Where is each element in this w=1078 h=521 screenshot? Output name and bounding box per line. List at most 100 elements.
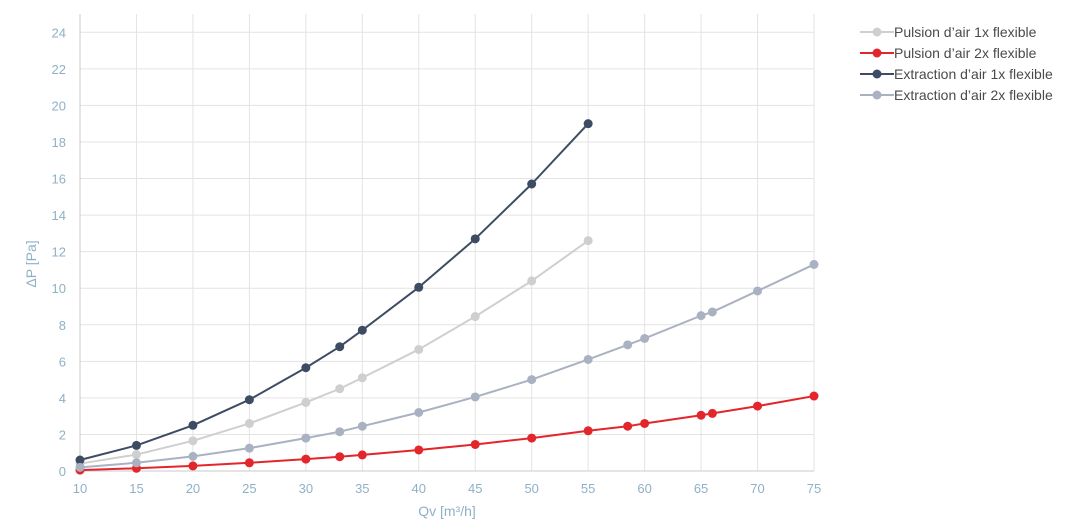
y-tick-label: 16 — [52, 172, 66, 187]
data-point[interactable] — [809, 259, 819, 269]
x-axis-label: Qv [m³/h] — [418, 503, 476, 519]
x-tick-label: 10 — [73, 481, 87, 496]
data-point[interactable] — [357, 373, 367, 383]
data-point[interactable] — [583, 236, 593, 246]
legend-label: Pulsion d’air 2x flexible — [894, 45, 1037, 61]
data-point[interactable] — [470, 439, 480, 449]
legend-label: Extraction d’air 1x flexible — [894, 66, 1053, 82]
data-point[interactable] — [414, 408, 424, 418]
data-point[interactable] — [131, 440, 141, 450]
data-point[interactable] — [640, 418, 650, 428]
data-point[interactable] — [335, 452, 345, 462]
x-tick-label: 75 — [807, 481, 821, 496]
x-tick-label: 35 — [355, 481, 369, 496]
series-4 — [75, 259, 819, 472]
data-point[interactable] — [623, 421, 633, 431]
x-tick-label: 20 — [186, 481, 200, 496]
data-point[interactable] — [809, 391, 819, 401]
series-line — [79, 122, 589, 461]
y-axis-label: ΔP [Pa] — [23, 240, 39, 287]
legend-item[interactable]: Extraction d’air 2x flexible — [860, 87, 1053, 103]
axes: 10 15 20 25 30 35 40 45 50 55 60 65 70 75024681012141… — [52, 14, 821, 496]
data-point[interactable] — [244, 395, 254, 405]
data-point[interactable] — [527, 433, 537, 443]
y-tick-label: 0 — [59, 464, 66, 479]
data-point[interactable] — [244, 418, 254, 428]
data-point[interactable] — [414, 445, 424, 455]
legend-marker — [872, 90, 882, 100]
series-group — [75, 119, 819, 475]
legend-item[interactable]: Pulsion d’air 2x flexible — [860, 45, 1037, 61]
y-tick-label: 4 — [59, 391, 66, 406]
data-point[interactable] — [301, 454, 311, 464]
legend-marker — [872, 48, 882, 58]
data-point[interactable] — [753, 286, 763, 296]
data-point[interactable] — [470, 392, 480, 402]
data-point[interactable] — [414, 282, 424, 292]
data-point[interactable] — [527, 179, 537, 189]
y-tick-label: 20 — [52, 98, 66, 113]
data-point[interactable] — [583, 119, 593, 129]
legend-item[interactable]: Extraction d’air 1x flexible — [860, 66, 1053, 82]
data-point[interactable] — [623, 340, 633, 350]
x-tick-label: 40 — [412, 481, 426, 496]
data-point[interactable] — [335, 427, 345, 437]
data-point[interactable] — [301, 433, 311, 443]
y-tick-label: 2 — [59, 427, 66, 442]
data-point[interactable] — [188, 420, 198, 430]
data-point[interactable] — [753, 401, 763, 411]
data-point[interactable] — [357, 421, 367, 431]
data-point[interactable] — [188, 451, 198, 461]
data-point[interactable] — [696, 311, 706, 321]
data-point[interactable] — [131, 458, 141, 468]
data-point[interactable] — [470, 312, 480, 322]
data-point[interactable] — [696, 410, 706, 420]
x-tick-label: 25 — [242, 481, 256, 496]
y-tick-label: 14 — [52, 208, 66, 223]
y-tick-label: 6 — [59, 354, 66, 369]
y-tick-label: 12 — [52, 245, 66, 260]
legend-item[interactable]: Pulsion d’air 1x flexible — [860, 24, 1037, 40]
series-3 — [75, 119, 593, 465]
data-point[interactable] — [131, 450, 141, 460]
y-tick-label: 8 — [59, 318, 66, 333]
y-tick-label: 22 — [52, 62, 66, 77]
data-point[interactable] — [75, 462, 85, 472]
data-point[interactable] — [707, 408, 717, 418]
data-point[interactable] — [583, 426, 593, 436]
x-tick-label: 45 — [468, 481, 482, 496]
data-point[interactable] — [414, 344, 424, 354]
data-point[interactable] — [470, 234, 480, 244]
data-point[interactable] — [188, 436, 198, 446]
x-tick-label: 65 — [694, 481, 708, 496]
legend-marker — [872, 27, 882, 37]
data-point[interactable] — [527, 375, 537, 385]
data-point[interactable] — [244, 443, 254, 453]
legend-label: Pulsion d’air 1x flexible — [894, 24, 1037, 40]
grid-lines — [80, 14, 815, 472]
data-point[interactable] — [301, 397, 311, 407]
y-tick-label: 18 — [52, 135, 66, 150]
data-point[interactable] — [335, 384, 345, 394]
data-point[interactable] — [640, 333, 650, 343]
data-point[interactable] — [707, 307, 717, 317]
x-tick-label: 60 — [637, 481, 651, 496]
series-line — [79, 263, 815, 469]
data-point[interactable] — [583, 354, 593, 364]
data-point[interactable] — [301, 363, 311, 373]
data-point[interactable] — [75, 455, 85, 465]
data-point[interactable] — [188, 461, 198, 471]
data-point[interactable] — [335, 342, 345, 352]
x-tick-label: 15 — [129, 481, 143, 496]
data-point[interactable] — [357, 450, 367, 460]
x-tick-label: 50 — [524, 481, 538, 496]
legend-label: Extraction d’air 2x flexible — [894, 87, 1053, 103]
y-tick-label: 24 — [52, 25, 66, 40]
legend: Pulsion d’air 1x flexible Pulsion d’air 2… — [860, 24, 1053, 103]
data-point[interactable] — [244, 458, 254, 468]
data-point[interactable] — [527, 276, 537, 286]
x-tick-label: 30 — [299, 481, 313, 496]
data-point[interactable] — [357, 325, 367, 335]
series-line — [79, 239, 589, 465]
